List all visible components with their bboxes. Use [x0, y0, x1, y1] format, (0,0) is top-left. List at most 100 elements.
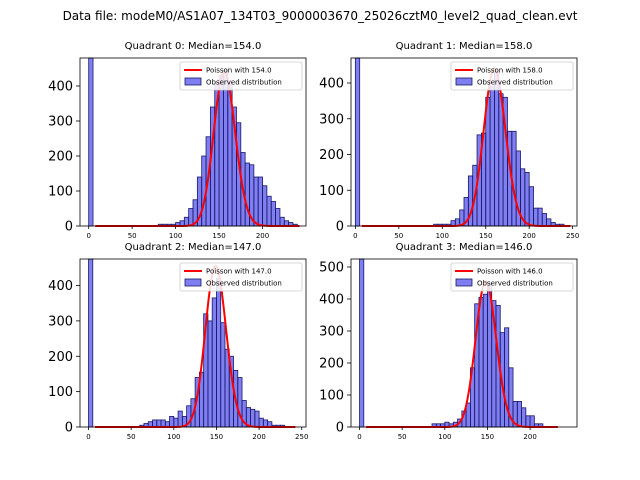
legend-hist-swatch [455, 77, 473, 86]
histogram-bar [250, 408, 256, 428]
histogram-bar [207, 320, 213, 428]
legend-hist-label: Observed distribution [206, 79, 282, 87]
histogram-bar [494, 71, 500, 227]
histogram-bar [516, 400, 522, 428]
legend: Poisson with 147.0 Observed distribution [179, 262, 303, 292]
legend-hist-swatch [184, 77, 202, 86]
x-tick-label: 0 [353, 232, 357, 240]
y-tick-label: 300 [48, 314, 73, 329]
x-tick-label: 200 [256, 232, 269, 240]
x-tick-label: 150 [479, 232, 492, 240]
x-tick-label: 0 [357, 433, 361, 441]
legend-hist-label: Observed distribution [477, 79, 553, 87]
figure-title: Data file: modeM0/AS1A07_134T03_90000036… [63, 9, 578, 23]
quadrant-2-panel: Quadrant 2: Median=147.0 0 100 200 300 400 0 50… [48, 242, 308, 441]
y-tick-label: 100 [48, 185, 73, 200]
histogram-bar [354, 57, 361, 227]
histogram-bar [541, 213, 547, 227]
y-tick-label: 300 [319, 325, 344, 340]
histogram-bar [169, 415, 175, 428]
quadrant-2-title: Quadrant 2: Median=147.0 [125, 242, 262, 253]
histogram-bar [160, 419, 166, 428]
legend-hist-swatch [455, 278, 473, 287]
x-tick-label: 200 [523, 433, 536, 441]
x-tick-label: 0 [86, 433, 90, 441]
y-tick-label: 0 [65, 421, 73, 436]
histogram-bar [533, 207, 539, 227]
x-tick-label: 0 [86, 232, 90, 240]
histogram-bar [546, 218, 552, 227]
x-tick-label: 100 [436, 232, 449, 240]
x-tick-label: 100 [169, 232, 182, 240]
y-tick-label: 200 [319, 148, 344, 163]
y-tick-label: 100 [319, 184, 344, 199]
histogram-bar [183, 216, 190, 227]
quadrant-1-panel: Quadrant 1: Median=158.0 0 100 200 300 400 0 50… [319, 41, 579, 240]
histogram-bar [253, 176, 259, 227]
legend: Poisson with 154.0 Observed distribution [179, 61, 303, 91]
x-tick-label: 200 [523, 232, 536, 240]
y-tick-label: 100 [48, 385, 73, 400]
histogram-bar [478, 296, 484, 428]
legend-hist-label: Observed distribution [477, 280, 553, 288]
plot-frame [350, 57, 578, 227]
histogram-bar [485, 96, 491, 227]
x-tick-label: 200 [252, 433, 265, 441]
histogram-bar [244, 162, 250, 227]
histogram-bar [88, 258, 94, 428]
legend-box [450, 61, 574, 91]
y-tick-label: 400 [48, 80, 73, 95]
quadrant-1-title: Quadrant 1: Median=158.0 [396, 41, 533, 52]
legend-hist-swatch [184, 278, 202, 287]
histogram-bar [218, 75, 224, 227]
histogram-bar [359, 258, 365, 428]
y-tick-label: 0 [336, 220, 344, 235]
y-tick-label: 200 [48, 150, 73, 165]
histogram-bar [173, 417, 179, 428]
y-tick-label: 300 [319, 112, 344, 127]
y-tick-label: 0 [336, 421, 344, 436]
plot-frame [79, 258, 307, 428]
quadrant-0-panel: Quadrant 0: Median=154.0 0 100 200 300 400 0 50… [48, 41, 307, 240]
histogram-bar [156, 419, 162, 428]
poisson-fit-line [365, 280, 558, 428]
quadrant-0-title: Quadrant 0: Median=154.0 [125, 41, 262, 52]
legend-poisson-label: Poisson with 158.0 [477, 67, 543, 75]
quadrant-3-title: Quadrant 3: Median=146.0 [396, 242, 533, 253]
y-tick-label: 300 [48, 115, 73, 130]
y-tick-label: 400 [319, 77, 344, 92]
histogram-bar [211, 297, 217, 428]
histogram-bar [152, 419, 158, 428]
histogram-bar [482, 293, 488, 428]
legend: Poisson with 146.0 Observed distribution [450, 262, 574, 292]
histogram-bar [270, 201, 276, 227]
y-tick-label: 400 [48, 279, 73, 294]
x-tick-label: 150 [212, 232, 225, 240]
legend-poisson-label: Poisson with 154.0 [206, 67, 272, 75]
x-tick-label: 50 [394, 232, 403, 240]
y-tick-label: 200 [48, 350, 73, 365]
histogram-bar [529, 415, 535, 428]
legend-box [450, 262, 574, 292]
histogram-bar [528, 186, 534, 227]
legend-hist-label: Observed distribution [206, 280, 282, 288]
x-tick-label: 150 [210, 433, 223, 441]
histogram-bar [223, 69, 229, 227]
x-tick-label: 100 [438, 433, 451, 441]
histogram-bar [524, 171, 530, 227]
y-tick-label: 0 [65, 220, 73, 235]
x-tick-label: 150 [481, 433, 494, 441]
x-tick-label: 250 [566, 232, 579, 240]
histogram-bar [266, 195, 272, 227]
legend-box [179, 61, 303, 91]
histogram-bar [220, 322, 226, 428]
histogram-bar [525, 415, 531, 428]
quadrant-3-panel: Quadrant 3: Median=146.00100200300400500… [319, 242, 578, 441]
histogram-bar [537, 207, 543, 227]
histogram-bar [177, 410, 183, 428]
plot-frame [350, 258, 578, 428]
y-tick-label: 500 [319, 261, 344, 276]
histogram-bar [262, 185, 268, 227]
plot-frame [79, 57, 307, 227]
